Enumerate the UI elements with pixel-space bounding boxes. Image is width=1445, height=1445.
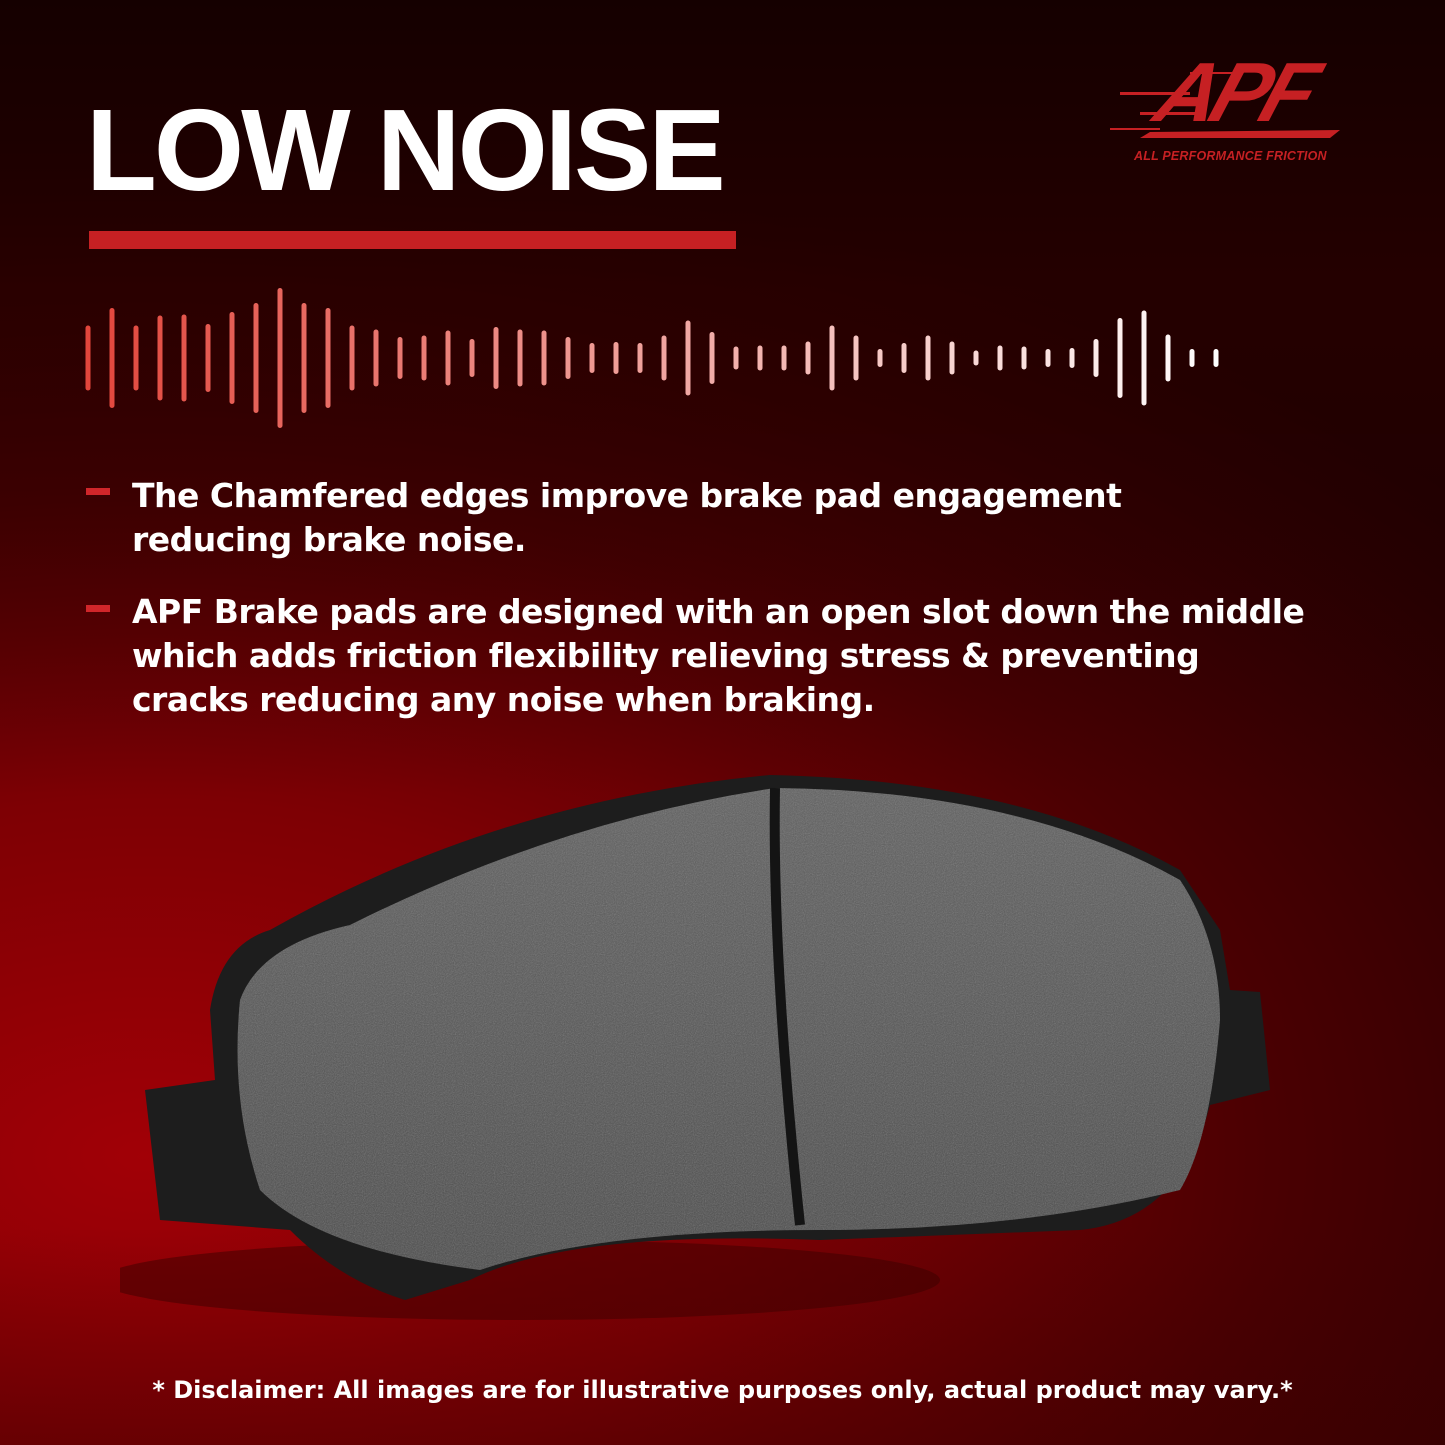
headline-underline <box>89 231 736 249</box>
brand-tagline: ALL PERFORMANCE FRICTION <box>1134 149 1327 163</box>
headline: LOW NOISE <box>86 85 726 215</box>
apf-logo-speed-lines <box>1110 72 1340 138</box>
bullet-text: APF Brake pads are designed with an open… <box>132 592 1305 719</box>
disclaimer: * Disclaimer: All images are for illustr… <box>152 1376 1293 1404</box>
brake-pad-image <box>120 775 1270 1320</box>
apf-logo: APF <box>1144 45 1326 139</box>
bullet-marker <box>86 605 110 612</box>
sound-wave-graphic <box>85 288 1219 428</box>
bullet-text: The Chamfered edges improve brake pad en… <box>132 476 1122 559</box>
bullet-marker <box>86 488 110 495</box>
